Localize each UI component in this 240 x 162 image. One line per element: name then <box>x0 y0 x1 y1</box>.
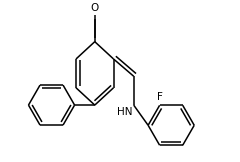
Text: F: F <box>157 92 163 102</box>
Text: HN: HN <box>117 107 132 116</box>
Text: O: O <box>91 3 99 13</box>
